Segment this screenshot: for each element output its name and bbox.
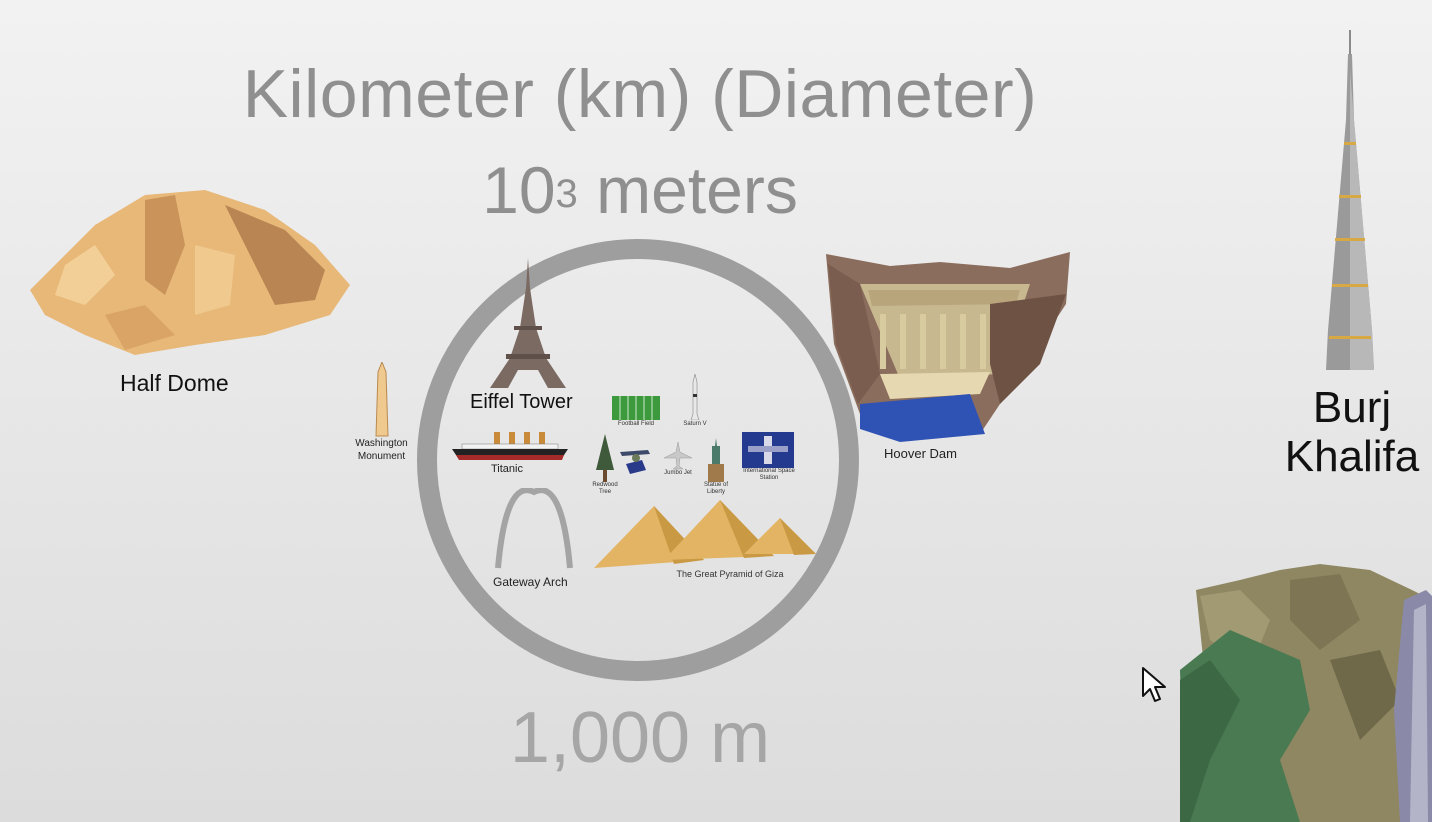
gateway-arch-illustration[interactable] — [492, 488, 576, 570]
titanic-label: Titanic — [491, 463, 523, 475]
scale-circle — [417, 239, 859, 681]
power-of-ten-label: 103 meters — [0, 152, 1280, 228]
washington-monument-illustration[interactable] — [372, 362, 392, 438]
eiffel-tower-illustration[interactable] — [488, 258, 568, 390]
iss-illustration[interactable] — [742, 432, 794, 468]
hoover-dam-illustration[interactable] — [820, 244, 1076, 444]
power-exponent: 3 — [555, 172, 578, 216]
burj-khalifa-label-line2: Khalifa — [1284, 432, 1420, 482]
mouse-cursor-icon — [1142, 667, 1166, 702]
jumbo-jet-label: Jumbo Jet — [664, 470, 692, 476]
gateway-arch-label: Gateway Arch — [493, 575, 568, 589]
redwood-tree-illustration[interactable] — [594, 434, 616, 482]
waterfall-cliff-illustration[interactable] — [1180, 560, 1432, 822]
saturn-v-label: Saturn V — [683, 421, 707, 427]
small-objects-cluster — [620, 450, 650, 474]
power-unit: meters — [596, 153, 798, 227]
statue-of-liberty-illustration[interactable] — [704, 436, 728, 482]
scale-value-label: 1,000 m — [509, 698, 771, 778]
saturn-v-illustration[interactable] — [688, 374, 702, 420]
eiffel-tower-label: Eiffel Tower — [470, 391, 573, 413]
redwood-tree-label: Redwood Tree — [592, 482, 618, 496]
half-dome-illustration[interactable] — [25, 185, 355, 365]
titanic-illustration[interactable] — [452, 428, 568, 462]
football-field-illustration[interactable] — [612, 396, 660, 420]
statue-of-liberty-label: Statue of Liberty — [703, 482, 729, 496]
football-field-label: Football Field — [617, 421, 655, 427]
hoover-dam-label: Hoover Dam — [884, 446, 957, 461]
washington-monument-label: Washington Monument — [355, 438, 408, 462]
iss-label: International Space Station — [743, 468, 795, 482]
burj-khalifa-label: Burj Khalifa — [1262, 383, 1432, 482]
burj-khalifa-label-line1: Burj — [1312, 383, 1392, 432]
scale-title: Kilometer (km) (Diameter) — [242, 56, 1038, 132]
great-pyramid-illustration[interactable] — [594, 498, 816, 570]
jumbo-jet-illustration[interactable] — [664, 442, 692, 470]
half-dome-label: Half Dome — [120, 370, 229, 396]
burj-khalifa-illustration[interactable] — [1322, 30, 1378, 372]
great-pyramid-label: The Great Pyramid of Giza — [676, 569, 784, 579]
power-base: 10 — [482, 153, 556, 227]
